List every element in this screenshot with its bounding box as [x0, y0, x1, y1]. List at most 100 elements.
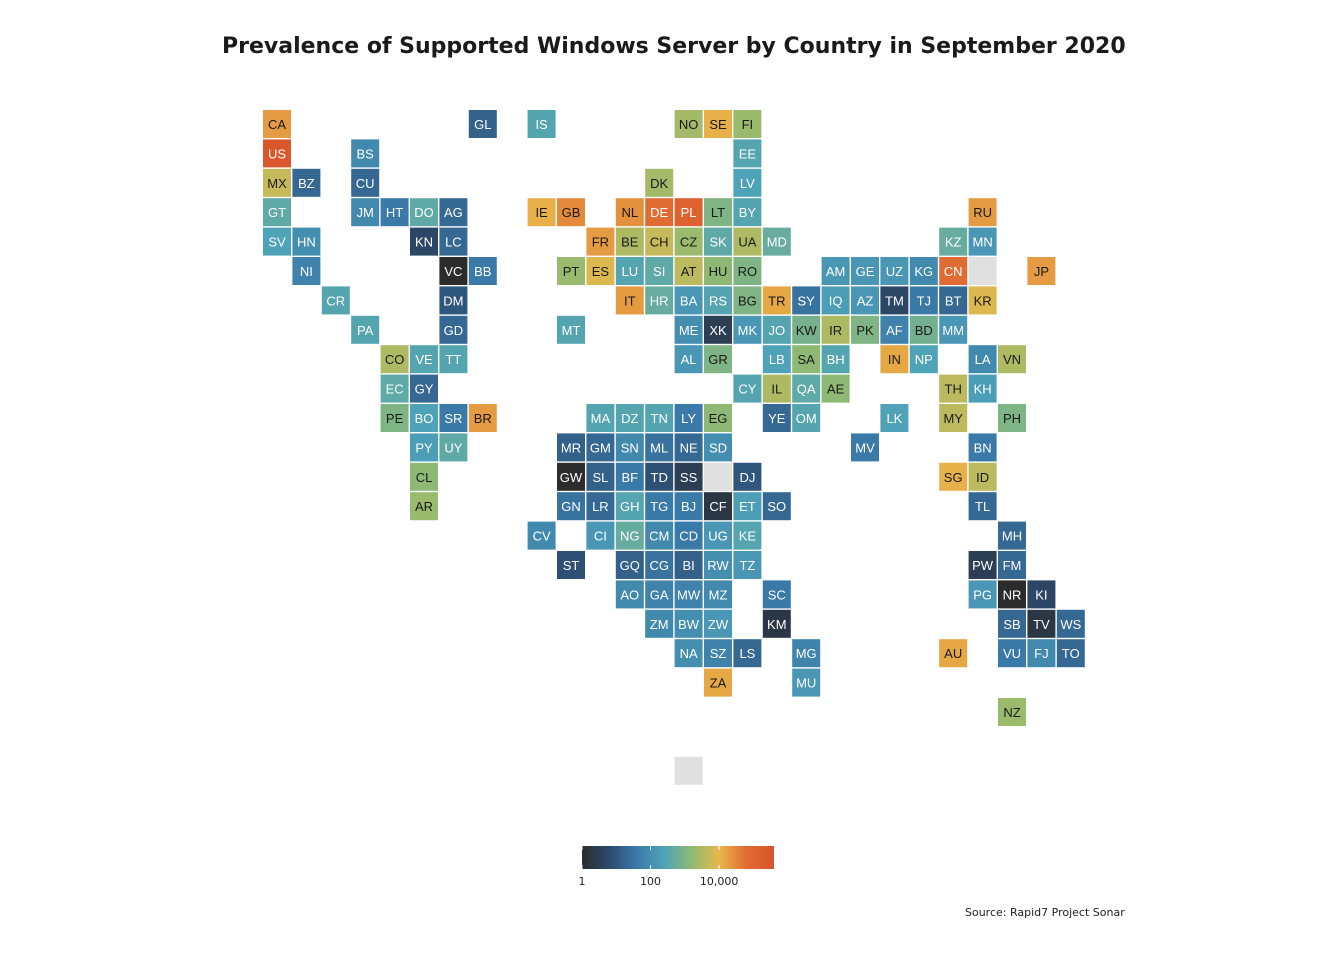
tile-label: IE	[535, 205, 548, 220]
tile-al: AL	[674, 345, 703, 374]
tile-cell	[939, 286, 968, 315]
tile-label: TG	[650, 499, 668, 514]
tile-label: DO	[414, 205, 434, 220]
tile-gm: GM	[586, 433, 615, 462]
tile-cell	[557, 198, 585, 227]
tile-my: MY	[939, 404, 968, 432]
tile-cell	[880, 345, 909, 374]
tile-label: GQ	[620, 558, 640, 573]
tile-label: SK	[709, 235, 727, 250]
tile-cell	[851, 433, 879, 462]
tile-label: LT	[711, 205, 725, 220]
tile-label: TJ	[917, 293, 931, 308]
tile-label: XK	[709, 323, 727, 338]
tile-gb: GB	[557, 198, 585, 227]
tile-label: PE	[386, 411, 404, 426]
tile-label: CO	[385, 352, 405, 367]
tile-cf: CF	[704, 492, 732, 521]
tile-label: AO	[620, 587, 639, 602]
tile-cell	[586, 521, 615, 550]
tile-label: NL	[621, 205, 638, 220]
tile-cell	[263, 198, 291, 227]
tile-tn: TN	[645, 404, 674, 432]
tile-cell	[674, 315, 703, 344]
tile-cell	[998, 698, 1026, 726]
tile-label: GH	[620, 499, 640, 514]
tile-cell	[704, 110, 732, 138]
tile-cd: CD	[674, 521, 703, 550]
tile-pw: PW	[968, 551, 997, 579]
tile-label: CH	[650, 235, 669, 250]
tile-cell	[380, 404, 409, 432]
tile-cell	[557, 462, 585, 491]
tile-label: SS	[680, 470, 698, 485]
tile-label: EE	[739, 146, 757, 161]
tile-label: KI	[1035, 587, 1047, 602]
tile-label: BY	[739, 205, 757, 220]
tile-cell	[704, 257, 732, 285]
tile-cell	[557, 433, 585, 462]
tile-ca: CA	[263, 110, 291, 138]
tile-ro: RO	[733, 257, 762, 285]
tile-label: LY	[681, 411, 696, 426]
tile-ru: RU	[968, 198, 997, 227]
tile-cell	[880, 286, 909, 315]
tile-cell	[733, 374, 762, 403]
tile-az: AZ	[851, 286, 879, 315]
tile-label: TM	[885, 293, 904, 308]
tile-cell	[704, 580, 732, 609]
tile-cell	[733, 521, 762, 550]
tile-label: MK	[738, 323, 758, 338]
tile-cell	[733, 492, 762, 521]
tile-tz: TZ	[733, 551, 762, 579]
tile-cell	[792, 315, 821, 344]
tile-bg: BG	[733, 286, 762, 315]
tile-cell	[762, 227, 791, 256]
tile-label: BR	[474, 411, 492, 426]
tile-label: ZW	[708, 617, 729, 632]
tile-cell	[468, 110, 497, 138]
tile-td: TD	[645, 462, 674, 491]
tile-dz: DZ	[615, 404, 644, 432]
tile-cell	[263, 168, 291, 197]
legend-tick-label: 100	[640, 875, 661, 888]
tile-in: IN	[880, 345, 909, 374]
tile-mr: MR	[557, 433, 585, 462]
tile-label: LU	[621, 264, 638, 279]
tile-cell	[292, 168, 321, 197]
tile-ph: PH	[998, 404, 1026, 432]
tile-label: AG	[444, 205, 463, 220]
tile-cell	[762, 404, 791, 432]
tile-cell	[615, 521, 644, 550]
tile-cell	[968, 462, 997, 491]
tile-label: ZM	[650, 617, 669, 632]
tile-label: KZ	[945, 235, 962, 250]
tile-cell	[674, 345, 703, 374]
tile-label: MD	[767, 235, 787, 250]
tile-gw: GW	[557, 462, 585, 491]
tile-tt: TT	[439, 345, 468, 374]
tile-ee: EE	[733, 139, 762, 168]
tile-label: AZ	[857, 293, 874, 308]
tile-cell	[880, 257, 909, 285]
tile-label: IT	[624, 293, 636, 308]
tile-label: GR	[708, 352, 728, 367]
tile-tr: TR	[762, 286, 791, 315]
tile-cell	[410, 227, 438, 256]
tile-cell	[439, 315, 468, 344]
tile-label: CA	[268, 117, 286, 132]
tile-label: TL	[975, 499, 990, 514]
tile-cell	[439, 433, 468, 462]
tile-pt: PT	[557, 257, 585, 285]
tile-label: MW	[677, 587, 701, 602]
tile-cell	[410, 374, 438, 403]
tile-cu: CU	[351, 168, 380, 197]
tile-bi: BI	[674, 551, 703, 579]
tile-hn: HN	[292, 227, 321, 256]
tile-fr: FR	[586, 227, 615, 256]
tile-cell	[821, 257, 850, 285]
tile-cell	[615, 198, 644, 227]
tile-cell	[645, 433, 674, 462]
tile-fi: FI	[733, 110, 762, 138]
tile-cell	[380, 198, 409, 227]
